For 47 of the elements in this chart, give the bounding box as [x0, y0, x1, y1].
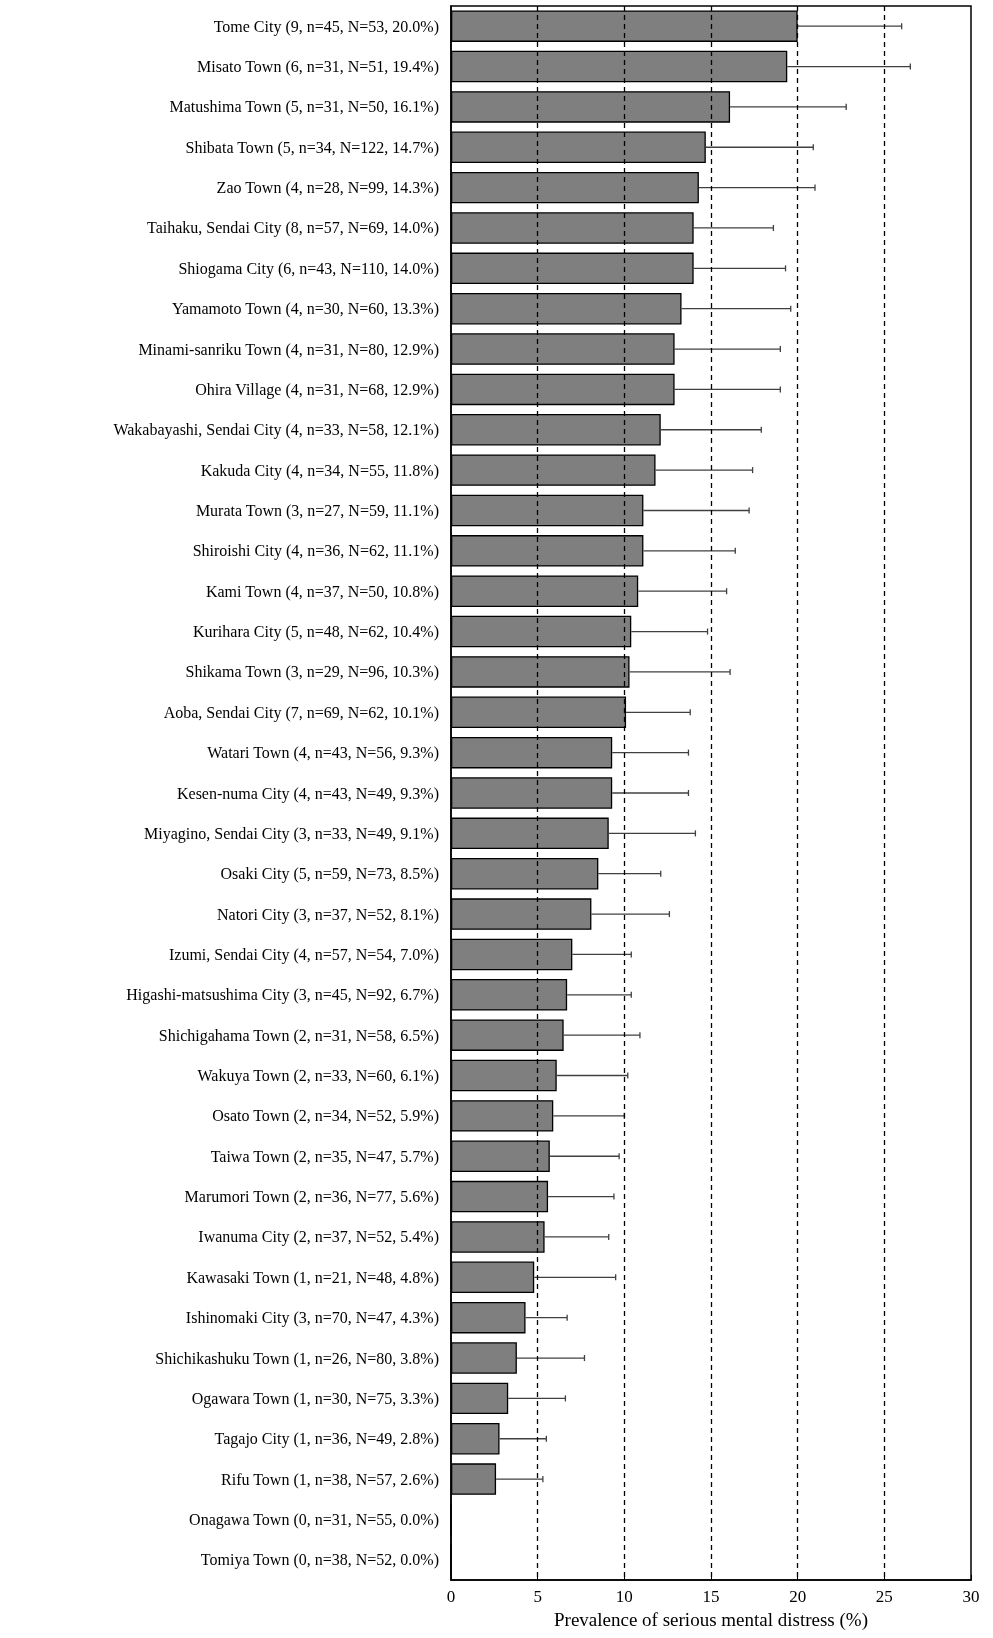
- x-tick-label: 25: [875, 1587, 893, 1606]
- y-tick-label: Kawasaki Town (1, n=21, N=48, 4.8%): [186, 1268, 439, 1287]
- y-tick-label: Iwanuma City (2, n=37, N=52, 5.4%): [198, 1228, 439, 1247]
- y-tick-label: Marumori Town (2, n=36, N=77, 5.6%): [184, 1188, 439, 1207]
- y-tick-label: Minami-sanriku Town (4, n=31, N=80, 12.9%): [138, 340, 439, 359]
- y-tick-label: Kesen-numa City (4, n=43, N=49, 9.3%): [176, 784, 439, 803]
- y-tick-label: Kakuda City (4, n=34, N=55, 11.8%): [200, 461, 439, 480]
- y-tick-label: Tagajo City (1, n=36, N=49, 2.8%): [214, 1430, 439, 1449]
- y-tick-label: Kurihara City (5, n=48, N=62, 10.4%): [192, 623, 439, 642]
- y-tick-label: Shibata Town (5, n=34, N=122, 14.7%): [185, 138, 439, 157]
- y-tick-label: Rifu Town (1, n=38, N=57, 2.6%): [221, 1470, 439, 1489]
- x-tick-label: 20: [789, 1587, 807, 1606]
- y-tick-label: Kami Town (4, n=37, N=50, 10.8%): [205, 582, 439, 601]
- x-axis-title: Prevalence of serious mental distress (%): [554, 1609, 868, 1631]
- y-tick-label: Shikama Town (3, n=29, N=96, 10.3%): [185, 663, 439, 682]
- y-tick-label: Onagawa Town (0, n=31, N=55, 0.0%): [189, 1510, 439, 1529]
- y-tick-label: Shiogama City (6, n=43, N=110, 14.0%): [178, 259, 439, 278]
- y-tick-label: Shichigahama Town (2, n=31, N=58, 6.5%): [158, 1026, 439, 1045]
- y-tick-label: Ohira Village (4, n=31, N=68, 12.9%): [195, 380, 439, 399]
- y-tick-label: Osaki City (5, n=59, N=73, 8.5%): [220, 865, 439, 884]
- y-tick-label: Izumi, Sendai City (4, n=57, N=54, 7.0%): [168, 945, 439, 964]
- y-tick-label: Misato Town (6, n=31, N=51, 19.4%): [197, 58, 439, 77]
- y-tick-label: Taihaku, Sendai City (8, n=57, N=69, 14.0%): [147, 219, 439, 238]
- y-tick-label: Ogawara Town (1, n=30, N=75, 3.3%): [191, 1389, 439, 1408]
- x-tick-label: 0: [446, 1587, 456, 1606]
- y-tick-label: Watari Town (4, n=43, N=56, 9.3%): [207, 744, 439, 763]
- y-tick-label: Tome City (9, n=45, N=53, 20.0%): [213, 17, 439, 36]
- y-tick-label: Taiwa Town (2, n=35, N=47, 5.7%): [210, 1147, 439, 1166]
- y-tick-label: Matushima Town (5, n=31, N=50, 16.1%): [169, 98, 439, 117]
- y-tick-label: Osato Town (2, n=34, N=52, 5.9%): [212, 1107, 439, 1126]
- y-tick-label: Ishinomaki City (3, n=70, N=47, 4.3%): [185, 1309, 439, 1328]
- y-tick-label: Miyagino, Sendai City (3, n=33, N=49, 9.1%): [144, 824, 439, 843]
- y-tick-label: Zao Town (4, n=28, N=99, 14.3%): [216, 179, 439, 198]
- y-tick-label: Shichikashuku Town (1, n=26, N=80, 3.8%): [155, 1349, 439, 1368]
- x-tick-label: 15: [702, 1587, 720, 1606]
- y-tick-label: Aoba, Sendai City (7, n=69, N=62, 10.1%): [163, 703, 439, 722]
- y-tick-label: Tomiya Town (0, n=38, N=52, 0.0%): [200, 1551, 439, 1570]
- x-tick-label: 30: [962, 1587, 980, 1606]
- y-tick-label: Wakuya Town (2, n=33, N=60, 6.1%): [197, 1067, 439, 1086]
- y-tick-label: Murata Town (3, n=27, N=59, 11.1%): [195, 501, 439, 520]
- y-tick-label: Yamamoto Town (4, n=30, N=60, 13.3%): [172, 300, 439, 319]
- y-tick-label: Natori City (3, n=37, N=52, 8.1%): [216, 905, 439, 924]
- y-tick-label: Wakabayashi, Sendai City (4, n=33, N=58, 12.1%): [113, 421, 439, 440]
- x-tick-label: 5: [533, 1587, 542, 1606]
- y-tick-label: Higashi-matsushima City (3, n=45, N=92, 6.7%): [126, 986, 439, 1005]
- y-tick-label: Shiroishi City (4, n=36, N=62, 11.1%): [192, 542, 439, 561]
- x-tick-label: 10: [615, 1587, 633, 1606]
